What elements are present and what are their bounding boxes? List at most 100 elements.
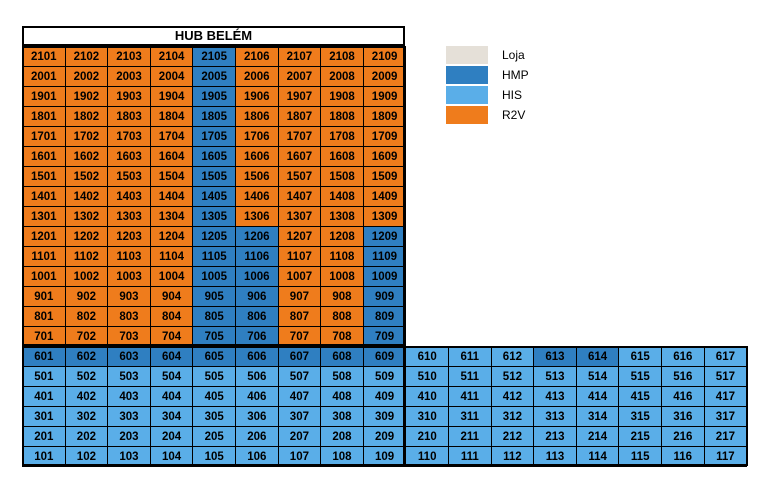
legend-swatch-loja — [446, 46, 488, 64]
unit-cell-1003: 1003 — [107, 266, 151, 287]
legend-swatch-hmp — [446, 66, 488, 84]
unit-cell-201: 201 — [22, 426, 66, 447]
unit-cell-504: 504 — [149, 366, 194, 387]
unit-cell-614: 614 — [575, 346, 620, 367]
unit-cell-1904: 1904 — [149, 86, 194, 107]
unit-cell-1705: 1705 — [192, 126, 236, 147]
unit-cell-701: 701 — [22, 326, 66, 347]
unit-cell-905: 905 — [192, 286, 236, 307]
unit-cell-1202: 1202 — [64, 226, 109, 247]
unit-cell-1701: 1701 — [22, 126, 66, 147]
unit-cell-1403: 1403 — [107, 186, 151, 207]
unit-cell-508: 508 — [320, 366, 364, 387]
unit-cell-1608: 1608 — [320, 146, 364, 167]
unit-cell-114: 114 — [575, 446, 620, 467]
unit-cell-606: 606 — [235, 346, 279, 367]
unit-cell-205: 205 — [192, 426, 236, 447]
unit-cell-616: 616 — [661, 346, 705, 367]
unit-cell-509: 509 — [362, 366, 407, 387]
unit-cell-809: 809 — [362, 306, 407, 327]
unit-cell-301: 301 — [22, 406, 66, 427]
unit-cell-1109: 1109 — [362, 246, 407, 267]
unit-cell-617: 617 — [703, 346, 748, 367]
unit-cell-104: 104 — [149, 446, 194, 467]
unit-cell-115: 115 — [618, 446, 662, 467]
unit-cell-1606: 1606 — [235, 146, 279, 167]
unit-cell-502: 502 — [64, 366, 109, 387]
unit-cell-313: 313 — [533, 406, 577, 427]
unit-cell-1207: 1207 — [277, 226, 322, 247]
unit-cell-1004: 1004 — [149, 266, 194, 287]
unit-cell-1604: 1604 — [149, 146, 194, 167]
unit-cell-1706: 1706 — [235, 126, 279, 147]
unit-cell-1101: 1101 — [22, 246, 66, 267]
unit-cell-1509: 1509 — [362, 166, 407, 187]
unit-cell-1305: 1305 — [192, 206, 236, 227]
unit-cell-213: 213 — [533, 426, 577, 447]
unit-cell-207: 207 — [277, 426, 322, 447]
unit-cell-708: 708 — [320, 326, 364, 347]
unit-cell-802: 802 — [64, 306, 109, 327]
legend-swatch-his — [446, 86, 488, 104]
unit-cell-516: 516 — [661, 366, 705, 387]
unit-cell-1007: 1007 — [277, 266, 322, 287]
unit-cell-707: 707 — [277, 326, 322, 347]
unit-cell-1402: 1402 — [64, 186, 109, 207]
unit-cell-216: 216 — [661, 426, 705, 447]
unit-cell-1303: 1303 — [107, 206, 151, 227]
unit-cell-909: 909 — [362, 286, 407, 307]
unit-cell-517: 517 — [703, 366, 748, 387]
unit-cell-117: 117 — [703, 446, 748, 467]
unit-cell-511: 511 — [448, 366, 492, 387]
unit-cell-1702: 1702 — [64, 126, 109, 147]
unit-cell-607: 607 — [277, 346, 322, 367]
unit-cell-1105: 1105 — [192, 246, 236, 267]
unit-cell-1309: 1309 — [362, 206, 407, 227]
unit-cell-103: 103 — [107, 446, 151, 467]
unit-cell-1209: 1209 — [362, 226, 407, 247]
unit-cell-2103: 2103 — [107, 46, 151, 67]
unit-cell-2007: 2007 — [277, 66, 322, 87]
unit-cell-405: 405 — [192, 386, 236, 407]
unit-cell-1505: 1505 — [192, 166, 236, 187]
unit-cell-610: 610 — [405, 346, 449, 367]
unit-cell-305: 305 — [192, 406, 236, 427]
unit-cell-1804: 1804 — [149, 106, 194, 127]
unit-cell-515: 515 — [618, 366, 662, 387]
unit-cell-2106: 2106 — [235, 46, 279, 67]
unit-cell-2108: 2108 — [320, 46, 364, 67]
unit-cell-2003: 2003 — [107, 66, 151, 87]
unit-cell-206: 206 — [235, 426, 279, 447]
unit-cell-1205: 1205 — [192, 226, 236, 247]
unit-cell-1809: 1809 — [362, 106, 407, 127]
unit-cell-2009: 2009 — [362, 66, 407, 87]
unit-cell-2105: 2105 — [192, 46, 236, 67]
unit-cell-1409: 1409 — [362, 186, 407, 207]
unit-cell-408: 408 — [320, 386, 364, 407]
unit-cell-403: 403 — [107, 386, 151, 407]
unit-cell-1201: 1201 — [22, 226, 66, 247]
unit-cell-1404: 1404 — [149, 186, 194, 207]
unit-cell-409: 409 — [362, 386, 407, 407]
unit-cell-1908: 1908 — [320, 86, 364, 107]
unit-cell-302: 302 — [64, 406, 109, 427]
unit-cell-1106: 1106 — [235, 246, 279, 267]
unit-cell-110: 110 — [405, 446, 449, 467]
unit-cell-101: 101 — [22, 446, 66, 467]
unit-cell-907: 907 — [277, 286, 322, 307]
unit-cell-1206: 1206 — [235, 226, 279, 247]
unit-cell-1008: 1008 — [320, 266, 364, 287]
legend-label-his: HIS — [502, 88, 523, 102]
unit-cell-505: 505 — [192, 366, 236, 387]
unit-cell-1607: 1607 — [277, 146, 322, 167]
unit-cell-315: 315 — [618, 406, 662, 427]
unit-cell-1808: 1808 — [320, 106, 364, 127]
unit-cell-1803: 1803 — [107, 106, 151, 127]
unit-cell-102: 102 — [64, 446, 109, 467]
unit-cell-204: 204 — [149, 426, 194, 447]
unit-cell-1707: 1707 — [277, 126, 322, 147]
unit-cell-807: 807 — [277, 306, 322, 327]
unit-cell-1504: 1504 — [149, 166, 194, 187]
unit-cell-1508: 1508 — [320, 166, 364, 187]
unit-cell-2006: 2006 — [235, 66, 279, 87]
